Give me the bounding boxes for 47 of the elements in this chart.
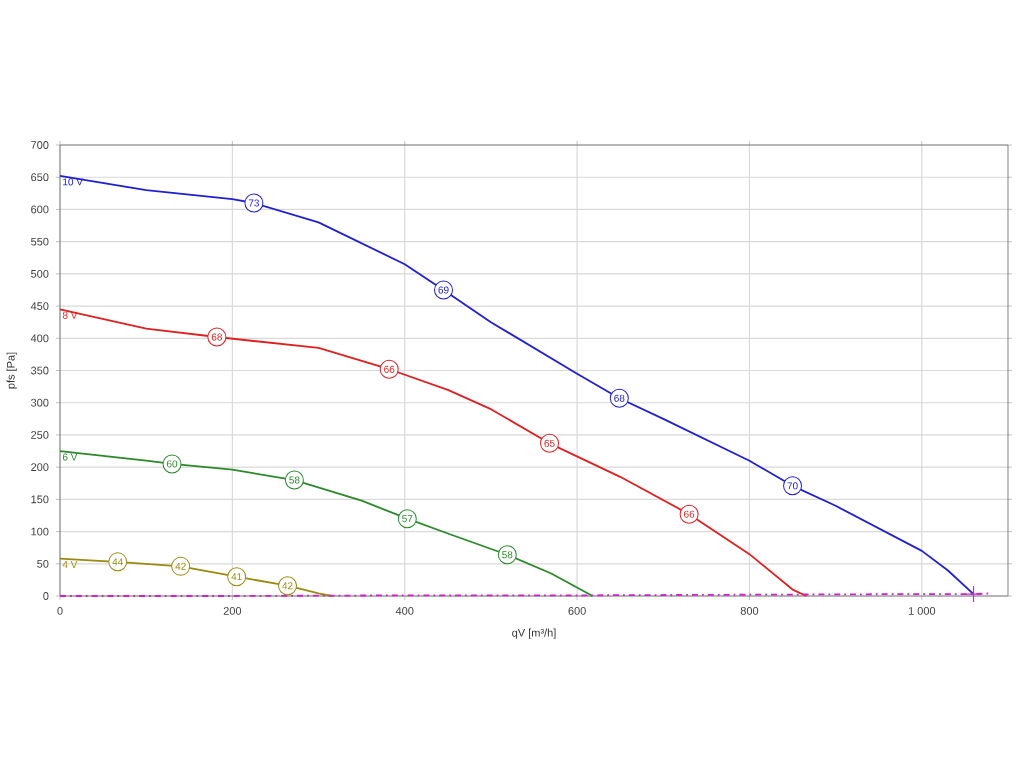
line-series xyxy=(59,175,975,595)
annotation: 44 xyxy=(112,558,124,566)
annotation: 60 xyxy=(166,460,178,468)
annotation: 42 xyxy=(175,562,186,570)
y-tick-label: 150 xyxy=(31,495,49,504)
series-label: 8 V xyxy=(62,311,78,319)
annotation: 69 xyxy=(438,286,449,294)
y-tick-label: 50 xyxy=(37,559,49,568)
y-tick-label: 0 xyxy=(43,592,49,600)
y-tick-label: 250 xyxy=(31,431,49,439)
x-tick-label: 800 xyxy=(740,607,759,615)
annotation: 73 xyxy=(248,199,260,207)
y-axis-title: pfs [Pa] xyxy=(6,352,17,389)
x-tick-label: 200 xyxy=(223,607,242,615)
y-tick-label: 700 xyxy=(31,141,49,149)
line-series xyxy=(59,308,808,597)
annotation: 58 xyxy=(289,476,300,484)
y-tick-label: 300 xyxy=(30,398,49,407)
annotation: 57 xyxy=(402,515,413,523)
y-tick-label: 100 xyxy=(31,527,49,536)
annotation: 68 xyxy=(211,333,222,341)
y-tick-label: 400 xyxy=(30,334,49,343)
y-tick-label: 200 xyxy=(31,463,49,472)
annotation: 58 xyxy=(502,551,513,559)
annotation: 41 xyxy=(231,573,242,581)
x-tick-label: 0 xyxy=(57,607,63,615)
x-tick-label: 400 xyxy=(395,607,414,615)
y-tick-label: 500 xyxy=(31,269,49,278)
x-axis-title: qV [m³/h] xyxy=(512,628,556,639)
y-tick-label: 650 xyxy=(31,173,49,182)
series-label: 4 V xyxy=(62,561,78,568)
annotation: 42 xyxy=(282,582,293,590)
annotation: 66 xyxy=(684,510,695,518)
series-label: 10 V xyxy=(63,178,83,186)
y-tick-label: 550 xyxy=(31,237,49,246)
annotation: 66 xyxy=(384,365,395,373)
y-tick-label: 600 xyxy=(31,205,49,214)
line-series xyxy=(59,450,594,597)
x-tick-label: 1 000 xyxy=(908,607,936,615)
point xyxy=(964,585,983,603)
annotation: 68 xyxy=(614,394,625,402)
y-tick-label: 350 xyxy=(30,366,49,375)
annotation: 70 xyxy=(787,482,798,490)
series-label: 6 V xyxy=(62,453,78,461)
annotation: 65 xyxy=(544,439,555,447)
x-tick-label: 600 xyxy=(568,607,586,615)
y-tick-label: 450 xyxy=(30,302,49,310)
